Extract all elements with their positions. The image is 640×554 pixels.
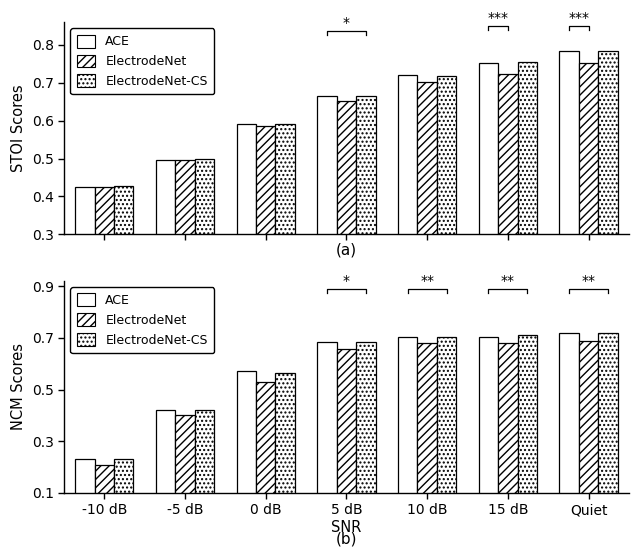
Bar [337, 101, 356, 348]
Bar [256, 126, 275, 348]
Text: **: ** [420, 274, 434, 288]
Legend: ACE, ElectrodeNet, ElectrodeNet-CS: ACE, ElectrodeNet, ElectrodeNet-CS [70, 287, 214, 353]
Bar [195, 160, 214, 348]
Bar [275, 373, 295, 519]
Bar [356, 96, 376, 348]
Bar [95, 465, 114, 519]
Bar [398, 75, 417, 348]
Text: (a): (a) [336, 243, 357, 258]
Legend: ACE, ElectrodeNet, ElectrodeNet-CS: ACE, ElectrodeNet, ElectrodeNet-CS [70, 28, 214, 94]
Bar [156, 160, 175, 348]
Bar [417, 81, 437, 348]
Text: *: * [343, 274, 350, 288]
Text: ***: *** [488, 12, 509, 25]
Bar [95, 187, 114, 348]
Bar [598, 52, 618, 348]
Bar [559, 50, 579, 348]
Bar [195, 410, 214, 519]
Bar [256, 382, 275, 519]
Bar [237, 125, 256, 348]
Bar [175, 416, 195, 519]
Bar [518, 62, 537, 348]
X-axis label: SNR: SNR [332, 520, 362, 535]
Bar [579, 341, 598, 519]
Bar [114, 459, 134, 519]
Bar [479, 63, 498, 348]
Bar [175, 160, 195, 348]
Text: ***: *** [568, 12, 589, 25]
Bar [437, 76, 456, 348]
Text: **: ** [501, 274, 515, 288]
Text: (b): (b) [336, 531, 357, 546]
Bar [417, 343, 437, 519]
Bar [498, 343, 518, 519]
Bar [317, 342, 337, 519]
Bar [76, 459, 95, 519]
Bar [518, 335, 537, 519]
Bar [76, 187, 95, 348]
Bar [237, 371, 256, 519]
Bar [437, 336, 456, 519]
Bar [156, 410, 175, 519]
Bar [275, 124, 295, 348]
Bar [398, 336, 417, 519]
Y-axis label: NCM Scores: NCM Scores [11, 343, 26, 430]
Bar [337, 350, 356, 519]
Bar [114, 186, 134, 348]
Bar [356, 342, 376, 519]
Bar [598, 333, 618, 519]
Text: **: ** [582, 274, 596, 288]
Y-axis label: STOI Scores: STOI Scores [11, 84, 26, 172]
Bar [479, 336, 498, 519]
Bar [317, 96, 337, 348]
Bar [559, 332, 579, 519]
Bar [498, 74, 518, 348]
Text: *: * [343, 16, 350, 29]
Bar [579, 63, 598, 348]
